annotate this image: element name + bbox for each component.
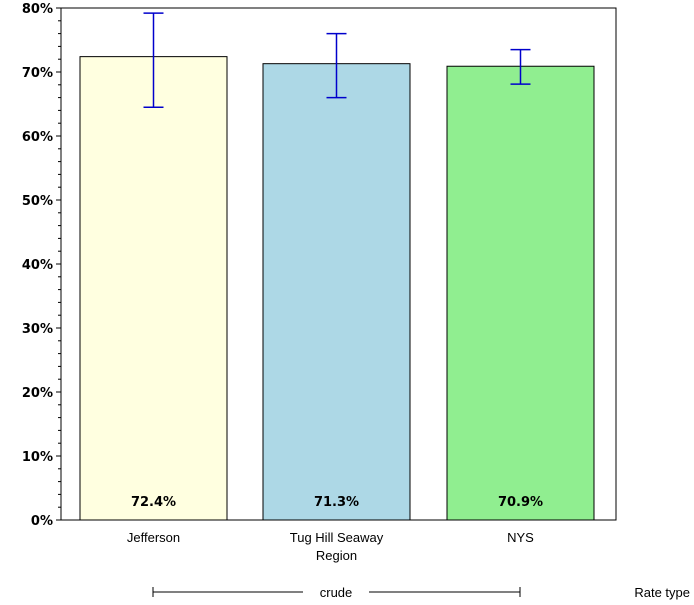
y-tick-label: 30% (22, 322, 53, 337)
category-label: Jefferson (127, 530, 180, 545)
data-label: 72.4% (131, 495, 176, 510)
y-tick-label: 60% (22, 130, 53, 145)
error-bars (143, 12, 531, 108)
y-tick-label: 80% (22, 2, 53, 17)
category-labels: Jefferson Tug Hill Seaway Region NYS (127, 530, 534, 563)
y-tick-label: 0% (31, 514, 53, 529)
y-tick-label: 40% (22, 258, 53, 273)
group-bracket: crude (152, 585, 521, 600)
value-labels: 72.4% 71.3% 70.9% (131, 495, 543, 510)
y-tick-label: 70% (22, 66, 53, 81)
category-label: Region (316, 548, 357, 563)
group-axis-label: Rate type (634, 585, 690, 600)
y-tick-label: 50% (22, 194, 53, 209)
y-tick-label: 10% (22, 450, 53, 465)
data-label: 70.9% (498, 495, 543, 510)
category-label: NYS (507, 530, 534, 545)
bar (262, 63, 411, 521)
y-axis: 0% 10% 20% 30% 40% 50% 60% 70% 80% (22, 2, 61, 529)
bar (446, 65, 595, 521)
category-label: Tug Hill Seaway (290, 530, 384, 545)
y-tick-label: 20% (22, 386, 53, 401)
group-label: crude (320, 585, 353, 600)
bars (79, 56, 595, 521)
data-label: 71.3% (314, 495, 359, 510)
bar (79, 56, 228, 521)
